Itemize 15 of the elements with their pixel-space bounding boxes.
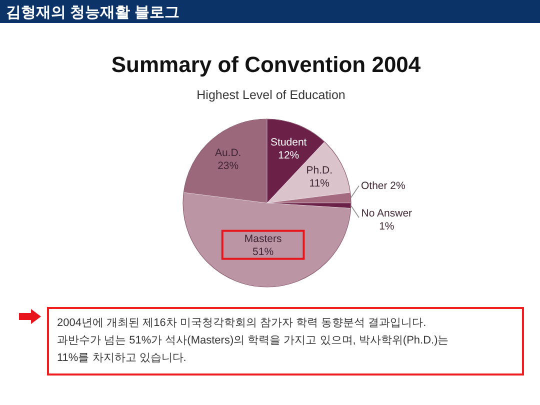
data-label: 23% (218, 160, 239, 172)
slice-label: Ph.D. (306, 164, 333, 176)
slice-label: Other 2% (361, 180, 406, 192)
data-label: 11% (309, 177, 330, 190)
data-label: 1% (379, 220, 394, 233)
slice-label: Student (270, 136, 307, 148)
slice-label: Au.D. (214, 146, 242, 159)
slice-label: Masters (244, 232, 282, 245)
text: 김형재의 청능재활 블로그 (6, 4, 180, 21)
data-label: 51% (252, 246, 274, 258)
data-label: 12% (278, 149, 300, 162)
chart-subtitle: Highest Level of Education (196, 88, 346, 102)
slice-label: No Answer (361, 208, 413, 220)
chart-title: Summary of Convention 2004 (111, 52, 422, 77)
text: 2004년에 개최된 제16차 미국청각학회의 참가자 학력 동향분석 결과입니다. 과반수가 넘는 51%가 석사(Masters)의 학력을 가지고 있으며, 박사학위(Ph.D.)는 11%를 차지하고 있습니다. (57, 317, 449, 364)
